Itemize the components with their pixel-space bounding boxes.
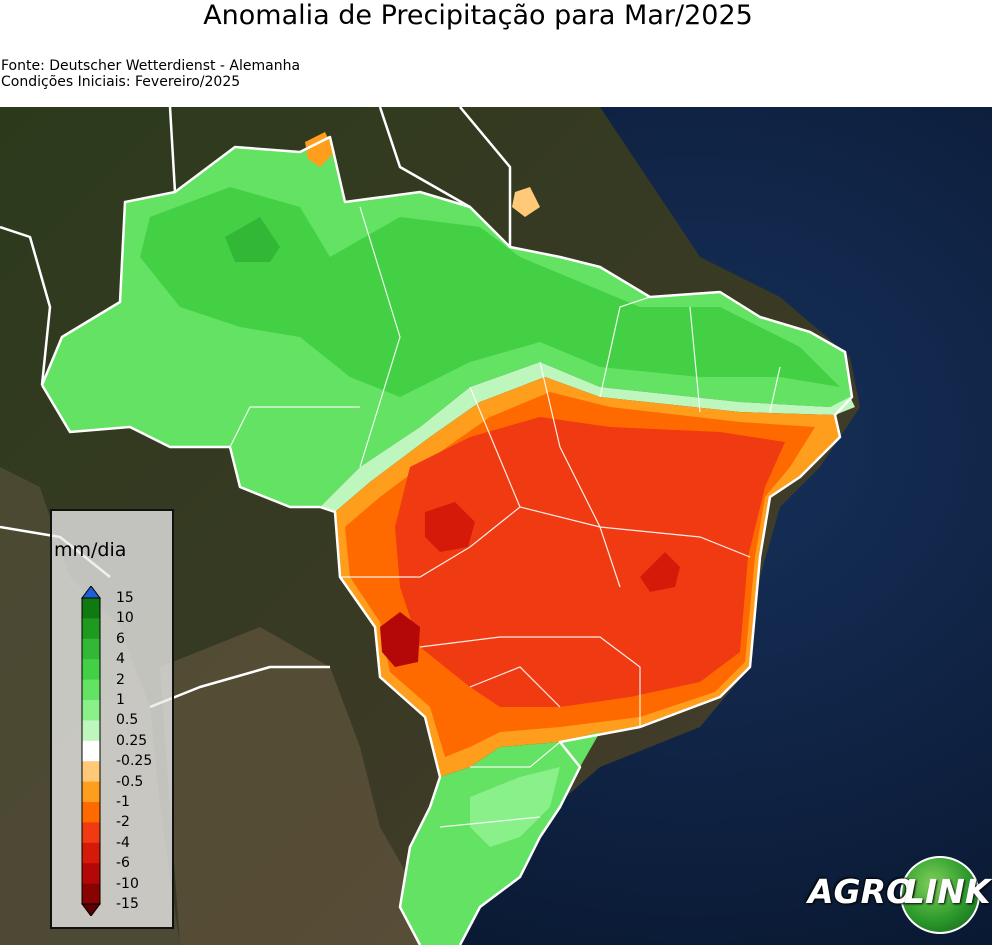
- map-title: Anomalia de Precipitação para Mar/2025: [203, 0, 753, 31]
- colorbar-tick-label: 0.25: [116, 732, 148, 749]
- legend-unit: mm/dia: [54, 539, 127, 561]
- colorbar-tick-label: -2: [116, 814, 130, 831]
- colorbar-segment: [82, 659, 100, 681]
- colorbar-tick-label: 1: [116, 692, 125, 708]
- agrolink-logo: AGRO LINK: [806, 856, 991, 934]
- colorbar-segment: [82, 638, 100, 660]
- colorbar-segment: [82, 618, 100, 640]
- map-metadata: Fonte: Deutscher Wetterdienst - Alemanha…: [1, 58, 300, 90]
- orange-patch-north: [305, 132, 335, 167]
- strong-positive-north: [140, 187, 840, 397]
- source-text: Fonte: Deutscher Wetterdienst - Alemanha: [1, 58, 301, 74]
- light-green-band: [320, 362, 855, 512]
- init-conditions-text: Condições Iniciais: Fevereiro/2025: [1, 74, 241, 90]
- colorbar-tick-label: 0.5: [116, 712, 139, 729]
- logo-circle: [900, 856, 980, 934]
- colorbar-arrow-bottom: [81, 903, 101, 916]
- colorbar-segment: [82, 781, 100, 803]
- colorbar-tick-label: -10: [116, 875, 139, 892]
- logo-text-agro: AGRO: [808, 872, 915, 911]
- colorbar-segment: [82, 679, 100, 701]
- peak-negative-east: [640, 552, 680, 592]
- colorbar-segment: [82, 720, 100, 742]
- colorbar-segment: [82, 700, 100, 721]
- colorbar-tick-label: -4: [116, 834, 130, 851]
- colorbar-segment: [82, 842, 100, 864]
- orange-patch-coast: [512, 187, 540, 217]
- colorbar-arrow-top: [81, 586, 101, 599]
- peak-negative-west: [425, 502, 475, 552]
- colorbar-tick-label: -15: [116, 896, 139, 912]
- colorbar-tick-label: 4: [116, 651, 125, 668]
- colorbar-tick-label: -6: [116, 855, 130, 872]
- colorbar-segment: [82, 822, 100, 844]
- south-coast: [160, 627, 440, 945]
- colorbar-segment: [82, 802, 100, 823]
- state-borders: [229, 206, 781, 828]
- colorbar-tick-label: -0.25: [116, 753, 153, 770]
- colorbar-tick-label: 6: [116, 630, 125, 647]
- legend: mm/dia 15 10 6 4 2 1 0.5 0.25 -0.25 -0.5 -1 -2 -4 -6 -…: [50, 509, 174, 929]
- colorbar-tick-label: 2: [116, 671, 125, 688]
- borders: [0, 107, 854, 945]
- colorbar-frame: [81, 597, 101, 905]
- colorbar-segment: [82, 863, 100, 885]
- strong-negative: [395, 417, 785, 707]
- colorbar-tick-label: -1: [116, 794, 130, 810]
- colorbar-tick-label: -0.5: [116, 773, 144, 790]
- colorbar-tick-label: 15: [116, 590, 134, 606]
- colorbar-segment: [82, 740, 100, 762]
- colorbar-segment: [82, 883, 100, 905]
- colorbar-segment: [82, 598, 100, 619]
- anomaly-map: [0, 107, 992, 945]
- colorbar: [81, 586, 101, 916]
- peak-negative-southwest: [380, 612, 420, 667]
- colorbar-segment: [82, 761, 100, 783]
- light-positive-south: [470, 767, 560, 847]
- peak-positive-north: [225, 217, 280, 262]
- colorbar-tick-label: 10: [116, 610, 134, 627]
- logo-text-link: LINK: [904, 872, 991, 911]
